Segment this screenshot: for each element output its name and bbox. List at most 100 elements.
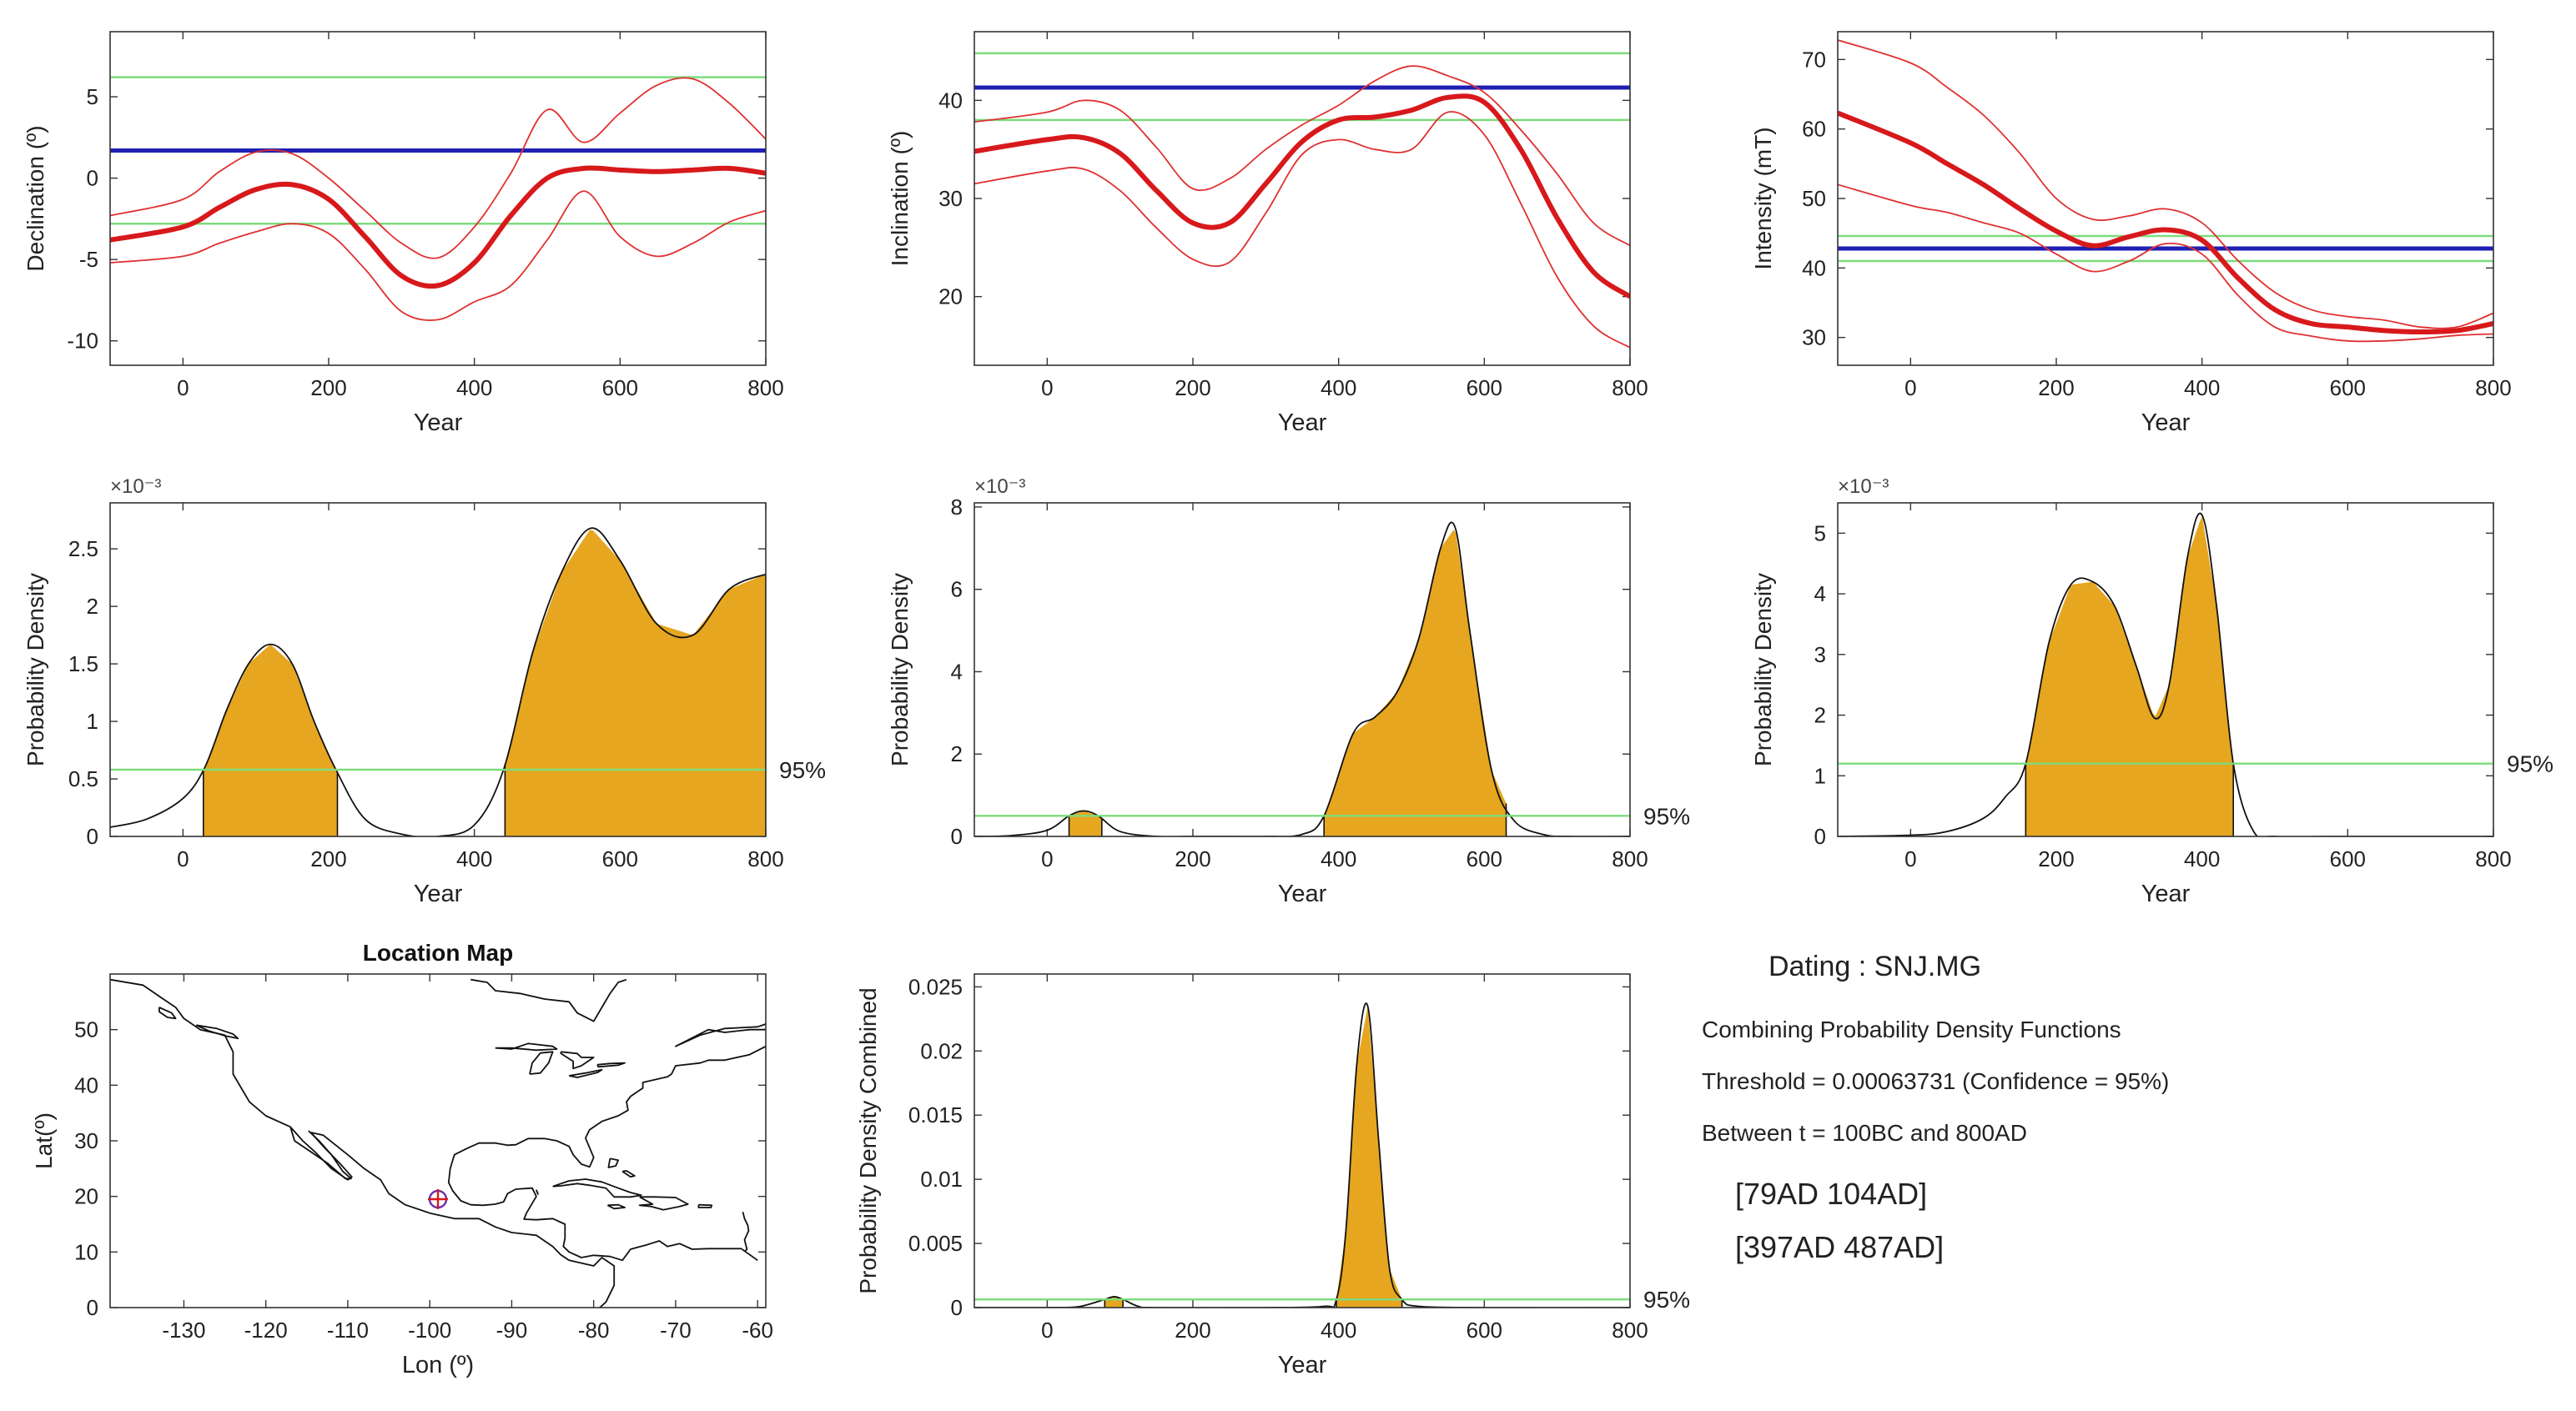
curve-lower bbox=[110, 190, 766, 321]
y-tick-label: 3 bbox=[1814, 642, 1826, 667]
x-tick-label: -130 bbox=[162, 1318, 205, 1343]
y-exponent-label: ×10⁻³ bbox=[974, 475, 1025, 498]
y-tick-label: 50 bbox=[1802, 186, 1826, 211]
coastline-stlawrence bbox=[675, 1023, 766, 1047]
curve-upper bbox=[1838, 39, 2493, 329]
panel-location-map: -130 -120 -110 -100 -90 -80 -70 -60 0 10 20 30 40 50 L… bbox=[31, 940, 773, 1378]
x-axis-label: Year bbox=[1278, 1352, 1327, 1378]
y-tick-label: 2 bbox=[1814, 703, 1826, 728]
plot-area bbox=[110, 32, 766, 365]
y-tick-label: 0.015 bbox=[908, 1102, 963, 1127]
panel-pdf-intensity: 0 200 400 600 800 0 1 2 3 4 5 Year Probability Densi… bbox=[1750, 475, 2553, 907]
island-bahamas-2 bbox=[621, 1170, 636, 1178]
y-tick-label: 8 bbox=[951, 495, 963, 520]
map-content bbox=[110, 978, 766, 1308]
threshold-label: 95% bbox=[779, 757, 826, 783]
panel-pdf-combined: 0 200 400 600 800 0 0.005 0.01 0.015 0.02 0.025 Yea… bbox=[855, 973, 1690, 1378]
panel-inclination: 0 200 400 600 800 20 30 40 Year Inclination (º) bbox=[887, 31, 1648, 436]
island-vancouver bbox=[195, 1024, 239, 1040]
panel-pdf-declination: 0 200 400 600 800 0 0.5 1 1.5 2 2.5 Year Probability… bbox=[23, 475, 826, 907]
y-tick-label: 2 bbox=[951, 741, 963, 766]
confidence-interval-fill bbox=[203, 644, 338, 836]
y-tick-label: 30 bbox=[1802, 325, 1826, 350]
y-axis-label: Probability Density bbox=[1750, 573, 1776, 766]
x-axis-label: Year bbox=[2141, 409, 2191, 436]
y-tick-label: 0 bbox=[951, 824, 963, 849]
y-tick-label: 4 bbox=[951, 659, 963, 684]
confidence-interval-fill bbox=[2025, 515, 2234, 836]
x-tick-label: 200 bbox=[1175, 846, 1210, 871]
plot-content bbox=[974, 521, 1630, 836]
y-tick-label: 5 bbox=[87, 84, 98, 109]
island-hispaniola bbox=[638, 1196, 689, 1211]
y-tick-label: 1 bbox=[87, 709, 98, 734]
x-tick-label: -90 bbox=[496, 1318, 528, 1343]
x-tick-label: 800 bbox=[747, 375, 783, 400]
y-axis-label: Inclination (º) bbox=[887, 131, 913, 267]
y-tick-label: 0.01 bbox=[920, 1167, 963, 1192]
x-axis-label: Year bbox=[414, 881, 463, 907]
y-axis-label: Probability Density bbox=[887, 573, 913, 766]
x-tick-label: 0 bbox=[1041, 1318, 1053, 1343]
peninsula-baja bbox=[289, 1127, 352, 1180]
x-tick-label: 200 bbox=[2038, 375, 2074, 400]
x-tick-label: 200 bbox=[2038, 846, 2074, 871]
dating-method: Combining Probability Density Functions bbox=[1702, 1017, 2121, 1042]
curve-lower bbox=[974, 111, 1630, 349]
plot-frame bbox=[974, 31, 1631, 366]
panel-pdf-inclination: 0 200 400 600 800 0 2 4 6 8 Year Probability Densit… bbox=[887, 475, 1690, 907]
x-tick-label: 200 bbox=[310, 846, 346, 871]
y-tick-label: 20 bbox=[938, 284, 963, 309]
x-axis-label: Year bbox=[2141, 881, 2191, 907]
x-tick-label: 800 bbox=[747, 846, 783, 871]
x-tick-label: 600 bbox=[2330, 375, 2366, 400]
x-tick-label: -100 bbox=[408, 1318, 451, 1343]
chart-title: Location Map bbox=[363, 940, 513, 966]
y-tick-label: 1 bbox=[1814, 763, 1826, 788]
y-tick-label: 40 bbox=[1802, 255, 1826, 280]
plot-content bbox=[974, 1002, 1630, 1308]
plot-frame bbox=[109, 973, 767, 1308]
y-tick-label: 0.02 bbox=[920, 1038, 963, 1063]
x-tick-label: 0 bbox=[1904, 375, 1916, 400]
x-tick-label: 400 bbox=[1321, 846, 1356, 871]
y-tick-label: 30 bbox=[74, 1128, 98, 1153]
plot-content bbox=[1838, 39, 2493, 343]
x-tick-label: 600 bbox=[602, 375, 638, 400]
y-tick-label: 10 bbox=[74, 1239, 98, 1264]
y-tick-label: 0 bbox=[87, 824, 98, 849]
lake-huron bbox=[560, 1051, 595, 1070]
x-tick-label: 400 bbox=[2184, 375, 2220, 400]
x-tick-label: -120 bbox=[244, 1318, 288, 1343]
x-axis-label: Lon (º) bbox=[402, 1352, 474, 1378]
x-tick-label: 800 bbox=[1612, 375, 1648, 400]
plot-content bbox=[1838, 512, 2493, 836]
plot-area bbox=[974, 503, 1630, 836]
island-haida-gwaii bbox=[158, 1007, 177, 1020]
y-tick-label: 50 bbox=[74, 1017, 98, 1042]
x-tick-label: 400 bbox=[2184, 846, 2220, 871]
x-tick-label: 600 bbox=[1467, 846, 1502, 871]
dating-range: Between t = 100BC and 800AD bbox=[1702, 1120, 2027, 1146]
curve-mean bbox=[974, 93, 1630, 299]
y-tick-label: 2.5 bbox=[68, 536, 98, 561]
pdf-curve bbox=[110, 527, 766, 836]
x-axis-label: Year bbox=[1278, 881, 1327, 907]
panel-intensity: 0 200 400 600 800 30 40 50 60 70 Year Intensity (mT… bbox=[1750, 31, 2512, 436]
x-tick-label: 600 bbox=[2330, 846, 2366, 871]
coastline-atlantic bbox=[447, 1045, 766, 1262]
x-axis-label: Year bbox=[1278, 409, 1327, 436]
island-bahamas bbox=[607, 1157, 619, 1168]
y-tick-label: 20 bbox=[74, 1184, 98, 1209]
plot-content bbox=[110, 527, 766, 836]
coastline-hudson bbox=[470, 978, 627, 1022]
plot-content bbox=[974, 52, 1630, 349]
y-axis-label: Intensity (mT) bbox=[1750, 127, 1776, 269]
plot-area bbox=[1838, 32, 2493, 365]
lake-michigan bbox=[529, 1051, 554, 1075]
y-tick-label: 70 bbox=[1802, 47, 1826, 72]
x-tick-label: 600 bbox=[602, 846, 638, 871]
x-tick-label: 200 bbox=[310, 375, 346, 400]
lake-ontario bbox=[596, 1062, 626, 1068]
